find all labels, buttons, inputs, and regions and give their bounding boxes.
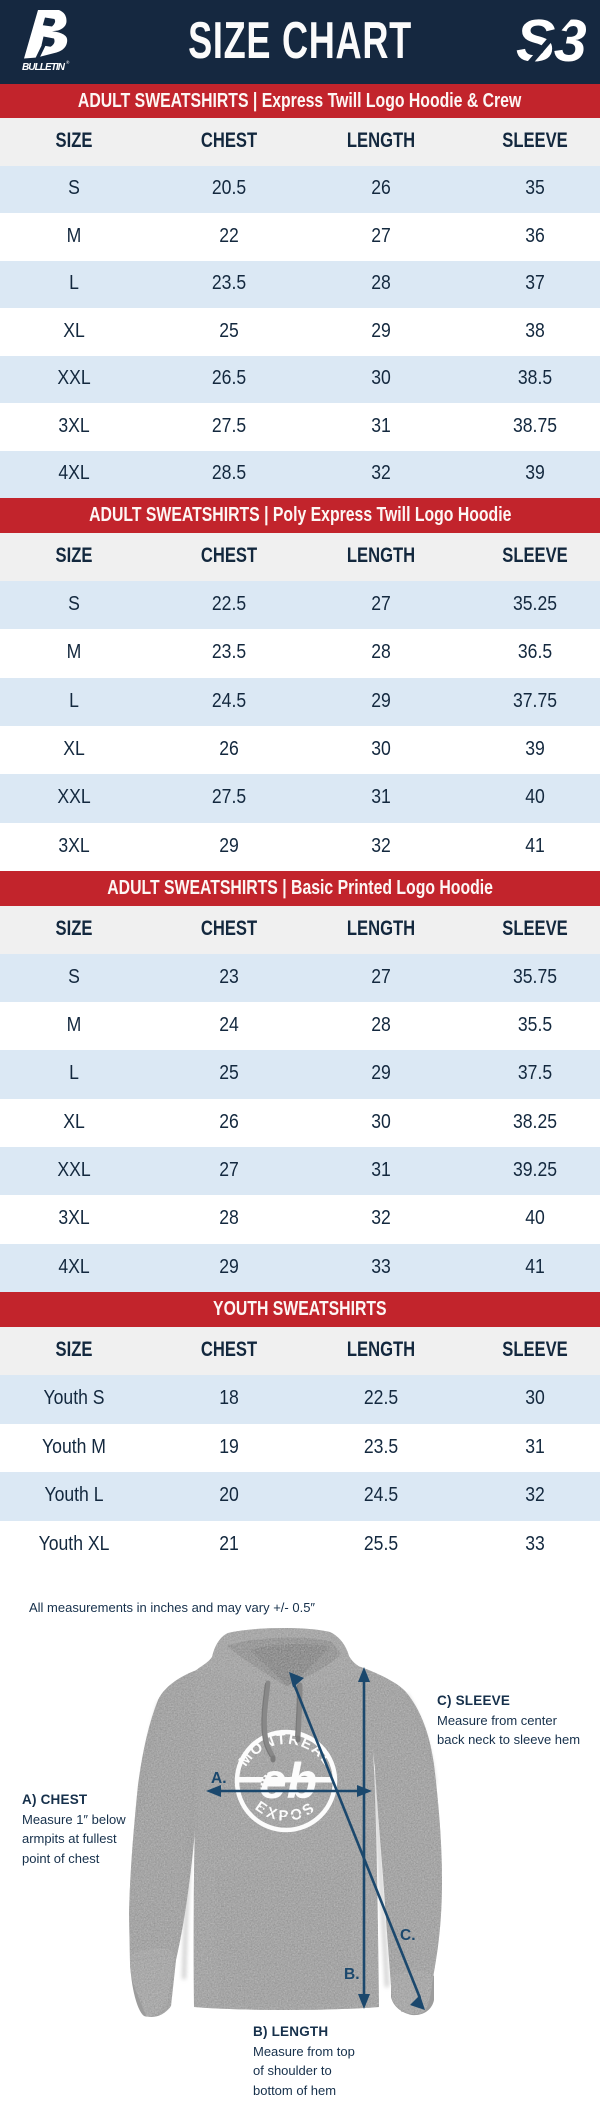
svg-text:B.: B. bbox=[344, 1966, 360, 1983]
svg-text:C.: C. bbox=[400, 1927, 416, 1944]
svg-text:®: ® bbox=[66, 59, 70, 65]
svg-text:eb: eb bbox=[259, 1753, 317, 1809]
svg-text:BULLETIN: BULLETIN bbox=[22, 62, 66, 73]
svg-text:A.: A. bbox=[211, 1770, 227, 1787]
